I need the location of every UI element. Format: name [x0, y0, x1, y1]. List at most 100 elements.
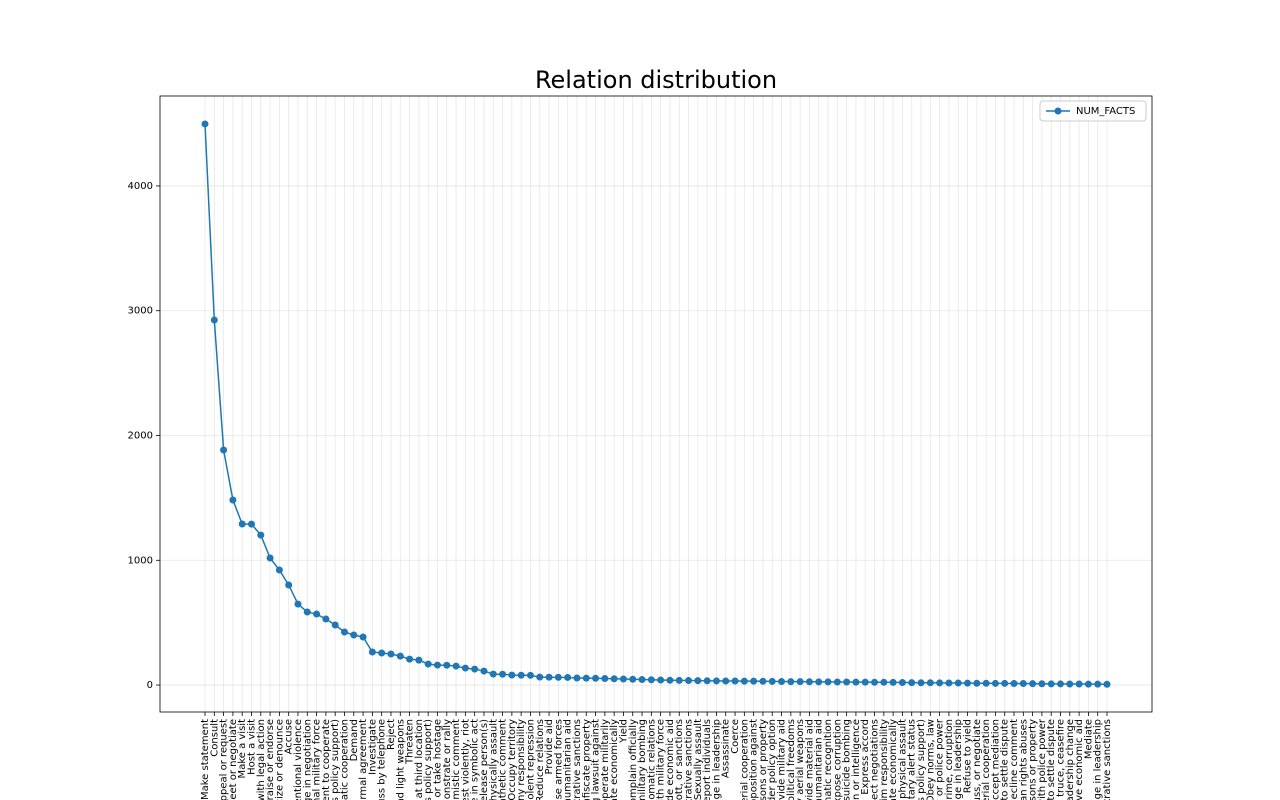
- point: [647, 676, 655, 684]
- point: [750, 677, 758, 685]
- point: [266, 554, 274, 562]
- x-tick-label: Yield: [618, 719, 629, 744]
- x-tick-label: Accuse of crime, corruption: [944, 719, 955, 800]
- y-tick-label: 2000: [128, 431, 153, 442]
- point: [731, 677, 739, 685]
- point: [415, 656, 423, 664]
- x-tick-label: Declare truce, ceasefire: [1056, 719, 1067, 800]
- point: [675, 676, 683, 684]
- point: [396, 652, 404, 660]
- point: [703, 677, 711, 685]
- point: [861, 678, 869, 686]
- x-tick-label: Discuss by telephone: [377, 719, 388, 800]
- x-tick-label: Express intent to cooperate economically: [888, 719, 899, 800]
- x-tick-label: Criticize or denounce: [274, 719, 285, 800]
- x-tick-label: Bring lawsuit against: [591, 719, 602, 800]
- x-tick-label: Obey norms, law: [925, 719, 936, 800]
- x-tick-label: Conduct non-military bombing: [637, 719, 648, 800]
- x-tick-label: Demand change in leadership: [711, 719, 722, 800]
- point: [778, 678, 786, 686]
- x-tick-label: Appeal for humanitarian aid: [814, 719, 825, 800]
- point: [871, 678, 879, 686]
- legend-marker: [1054, 107, 1062, 115]
- point: [638, 676, 646, 684]
- point: [945, 679, 953, 687]
- line: [204, 123, 1108, 686]
- point: [480, 667, 488, 675]
- point: [694, 677, 702, 685]
- point: [406, 655, 414, 663]
- point: [350, 631, 358, 639]
- chart-title: Relation distribution: [535, 66, 777, 94]
- x-tick-label: Demand: [349, 719, 360, 761]
- point: [368, 648, 376, 656]
- point: [1001, 679, 1009, 687]
- point: [629, 675, 637, 683]
- point: [954, 679, 962, 687]
- point: [313, 610, 321, 618]
- plot-frame: [159, 95, 1153, 713]
- point: [898, 679, 906, 687]
- point: [805, 678, 813, 686]
- x-tick-label: Rally opposition against: [749, 719, 760, 800]
- point: [499, 670, 507, 678]
- x-tick-label: Provide aid: [544, 719, 555, 775]
- y-tick-label: 3000: [128, 306, 153, 317]
- point: [331, 621, 339, 629]
- point: [1019, 680, 1027, 688]
- x-tick-label: Threaten with military force: [656, 719, 667, 800]
- point: [1057, 680, 1065, 688]
- legend-frame: [1039, 100, 1147, 122]
- point: [824, 678, 832, 686]
- x-tick-label: Provide humanitarian aid: [563, 719, 574, 800]
- point: [582, 674, 590, 682]
- x-tick-label: Carry out suicide bombing: [842, 719, 853, 800]
- x-tick-label: Abduct, hijack, or take hostage: [432, 719, 443, 800]
- x-tick-label: Impose administrative sanctions: [572, 719, 583, 800]
- point: [387, 650, 395, 658]
- x-tick-label: Express intent to cooperate: [321, 719, 332, 800]
- x-tick-label: Physically assault: [488, 719, 499, 800]
- x-tick-label: Increase military alert status: [907, 719, 918, 800]
- point: [1103, 680, 1111, 688]
- x-tick-label: Sexually assault: [693, 719, 704, 800]
- x-tick-label: Employ aerial weapons: [795, 719, 806, 800]
- x-tick-label: Make an appeal or request: [219, 719, 230, 800]
- x-tick-label: Fight with small arms and light weapons: [395, 719, 406, 800]
- y-tick-label: 4000: [128, 181, 153, 192]
- x-tick-label: Reduce relations: [535, 719, 546, 800]
- x-tick-label: Threaten with administrative sanctions: [684, 719, 695, 800]
- point: [657, 676, 665, 684]
- point: [787, 678, 795, 686]
- x-tick-label: Cooperate militarily: [600, 719, 611, 800]
- x-tick-label: Use tactics of violent repression: [525, 719, 536, 800]
- legend-label: NUM_FACTS: [1076, 106, 1135, 117]
- point: [619, 675, 627, 683]
- x-tick-label: Extend diplomatic recognition: [823, 719, 834, 800]
- x-tick-label: Threaten: [405, 719, 416, 765]
- point: [666, 676, 674, 684]
- point: [982, 679, 990, 687]
- x-tick-label: Express intent to meet or negotiate: [228, 719, 239, 800]
- x-tick-label: Decline comment: [1009, 719, 1020, 800]
- x-tick-label: Demand diplomatic cooperation (such as p…: [916, 719, 927, 800]
- x-tick-label: Reject proposal to meet, discuss, or neg…: [972, 719, 983, 800]
- point: [796, 678, 804, 686]
- x-tick-label: Express intent to engage in material coo…: [739, 719, 750, 800]
- point: [424, 660, 432, 668]
- point: [1047, 680, 1055, 688]
- point: [685, 677, 693, 685]
- y-tick-label: 1000: [128, 555, 153, 566]
- x-tick-label: Appeal for diplomatic cooperation (such …: [423, 719, 434, 800]
- point: [908, 679, 916, 687]
- point: [889, 678, 897, 686]
- point: [461, 664, 469, 672]
- x-tick-label: Make optimistic comment: [451, 719, 462, 800]
- x-tick-label: Demonstrate or rally: [442, 719, 453, 800]
- point: [471, 665, 479, 673]
- point: [247, 520, 255, 528]
- point: [294, 600, 302, 608]
- point: [917, 679, 925, 687]
- x-tick-label: Consider policy option: [767, 719, 778, 800]
- x-tick-label: Investigate human rights abuses: [1018, 719, 1029, 800]
